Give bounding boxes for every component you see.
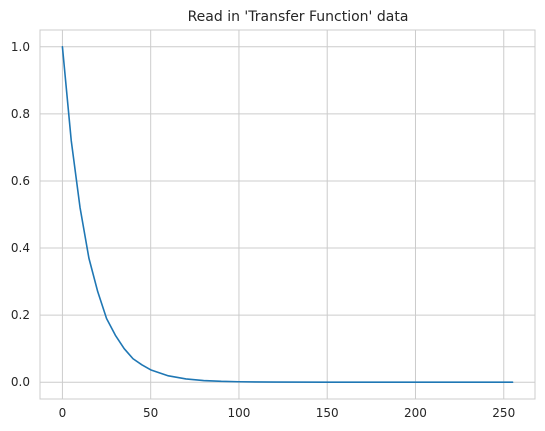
x-tick-label: 200 (404, 406, 427, 420)
y-tick-label: 1.0 (11, 40, 30, 54)
series-line (61, 45, 514, 384)
x-tick-label: 0 (59, 406, 67, 420)
x-tick-label: 250 (492, 406, 515, 420)
chart-title: Read in 'Transfer Function' data (188, 9, 409, 25)
y-tick-label: 0.0 (11, 375, 30, 389)
series-group (61, 45, 514, 384)
y-tick-label: 0.4 (11, 241, 30, 255)
grid-lines (40, 30, 535, 399)
x-tick-label: 50 (143, 406, 158, 420)
y-tick-labels: 0.0 0.2 0.4 0.6 0.8 1.0 (11, 40, 30, 389)
y-tick-label: 0.2 (11, 308, 30, 322)
plot-area (39, 29, 536, 400)
x-tick-label: 150 (316, 406, 339, 420)
y-tick-label: 0.8 (11, 107, 30, 121)
x-tick-label: 100 (228, 406, 251, 420)
y-tick-label: 0.6 (11, 174, 30, 188)
x-tick-labels: 0 50 100 150 200 250 (59, 406, 516, 420)
